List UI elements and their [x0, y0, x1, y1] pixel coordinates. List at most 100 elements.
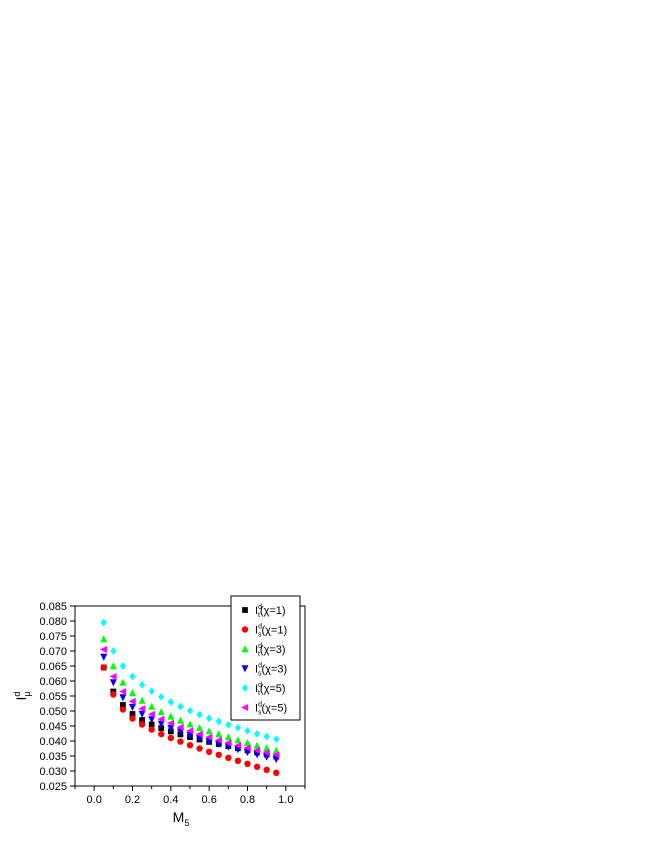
data-point — [224, 739, 232, 747]
data-point — [273, 735, 280, 744]
data-point — [109, 662, 117, 670]
data-point — [215, 751, 222, 758]
data-point — [139, 717, 145, 723]
data-point — [99, 645, 107, 654]
data-point — [100, 635, 108, 643]
legend-label: Id s(χ=1) — [255, 624, 287, 639]
data-point — [158, 725, 165, 731]
data-point — [234, 736, 242, 744]
y-tick-label: 0.035 — [39, 751, 67, 763]
data-point — [253, 741, 261, 749]
legend-marker — [241, 684, 249, 692]
data-point — [186, 727, 194, 735]
data-point — [253, 763, 261, 770]
data-point — [205, 733, 213, 741]
data-point — [157, 708, 165, 716]
data-point — [128, 689, 137, 697]
data-point — [176, 723, 184, 731]
x-tick-label: 0.0 — [87, 794, 102, 806]
data-point — [100, 618, 107, 627]
data-point — [167, 734, 175, 742]
data-point — [253, 729, 261, 738]
data-point — [196, 710, 203, 719]
data-point — [129, 672, 136, 681]
data-point — [234, 741, 242, 750]
y-axis-label: Idμ — [12, 691, 32, 700]
data-point — [157, 720, 165, 728]
y-tick-label: 0.060 — [39, 676, 67, 688]
series-6 — [99, 645, 280, 759]
legend-box — [230, 595, 301, 721]
data-point — [110, 691, 117, 698]
data-point — [215, 717, 222, 726]
data-point — [157, 715, 165, 723]
data-point — [272, 756, 280, 764]
y-tick-label: 0.025 — [39, 781, 67, 793]
data-point — [244, 760, 251, 767]
data-point — [147, 710, 155, 718]
data-point — [109, 679, 117, 687]
data-point — [129, 711, 136, 717]
data-point — [186, 742, 194, 749]
data-point — [186, 720, 194, 728]
data-point — [176, 728, 184, 736]
data-point — [110, 647, 117, 655]
legend-item: Id s(χ=5) — [241, 702, 287, 717]
legend-marker — [241, 703, 249, 712]
y-tick-label: 0.040 — [39, 736, 67, 748]
data-point — [138, 680, 146, 689]
data-point — [119, 678, 127, 686]
data-point — [263, 744, 271, 752]
y-tick-label: 0.075 — [39, 631, 67, 643]
data-point — [196, 723, 204, 731]
x-tick-label: 0.6 — [202, 794, 217, 806]
data-point — [225, 720, 232, 729]
y-tick-label: 0.045 — [39, 721, 67, 733]
data-point — [177, 738, 184, 745]
series-5 — [100, 618, 280, 744]
legend-label: Id s(χ=5) — [255, 702, 287, 717]
data-point — [196, 745, 203, 752]
y-tick-label: 0.030 — [39, 766, 67, 778]
y-tick-label: 0.085 — [39, 601, 67, 613]
data-point — [138, 721, 146, 728]
data-point — [243, 744, 251, 752]
data-point — [100, 664, 107, 671]
data-point — [263, 732, 270, 741]
data-point — [205, 714, 213, 723]
x-tick-label: 0.8 — [240, 794, 255, 806]
data-point — [148, 721, 155, 728]
legend-item: Id t(χ=5) — [241, 682, 286, 697]
data-point — [177, 702, 184, 711]
data-point — [100, 653, 108, 661]
data-point — [234, 723, 242, 732]
data-point — [148, 726, 155, 733]
data-point — [120, 702, 126, 708]
data-point — [215, 730, 223, 738]
data-point — [244, 726, 251, 735]
data-point — [205, 727, 213, 735]
data-point — [158, 730, 165, 738]
legend-item: Id t(χ=3) — [241, 643, 286, 658]
data-point — [119, 687, 127, 696]
data-point — [148, 687, 155, 696]
data-point — [234, 757, 242, 764]
series-3 — [100, 635, 280, 754]
data-points — [99, 618, 280, 776]
x-axis-label: M5 — [173, 809, 190, 828]
y-tick-label: 0.070 — [39, 646, 67, 658]
data-point — [262, 749, 270, 757]
data-point — [186, 706, 194, 715]
legend-marker — [241, 626, 249, 633]
data-point — [205, 748, 213, 755]
data-point — [119, 662, 127, 670]
data-point — [243, 738, 252, 746]
y-tick-label: 0.080 — [39, 616, 67, 628]
data-point — [272, 751, 280, 759]
data-point — [166, 719, 175, 727]
data-point — [224, 733, 232, 741]
x-tick-label: 1.0 — [278, 794, 293, 806]
legend-label: Id s(χ=3) — [255, 663, 287, 678]
y-tick-label: 0.050 — [39, 706, 67, 718]
